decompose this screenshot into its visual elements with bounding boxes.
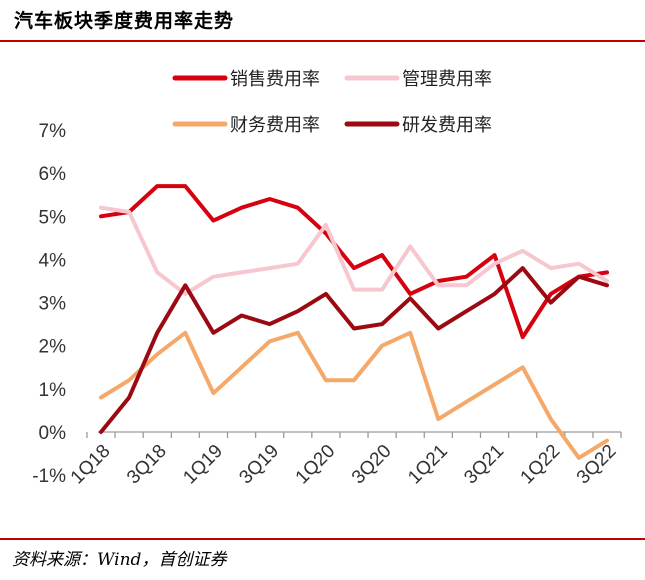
y-tick-label: 0% xyxy=(39,423,67,444)
x-tick-label: 1Q18 xyxy=(67,441,115,489)
series-lines xyxy=(99,184,609,460)
series-line-4 xyxy=(99,266,609,434)
x-tick-label: 1Q22 xyxy=(517,441,565,489)
y-tick-label: 1% xyxy=(39,380,67,401)
y-tick-label: 4% xyxy=(39,250,67,271)
x-tick-label: 1Q20 xyxy=(292,441,340,489)
series-line-3 xyxy=(99,330,609,460)
y-tick-label: 7% xyxy=(39,121,67,142)
x-tick-label: 3Q21 xyxy=(460,441,508,489)
y-tick-label: 3% xyxy=(39,294,67,315)
series-line-1 xyxy=(99,184,609,340)
x-tick-label: 1Q19 xyxy=(179,441,227,489)
y-tick-label: 5% xyxy=(39,207,67,228)
chart-title: 汽车板块季度费用率走势 xyxy=(14,10,235,32)
x-tick-label: 1Q21 xyxy=(404,441,452,489)
x-tick-label: 3Q18 xyxy=(123,441,171,489)
x-tick-label: 3Q20 xyxy=(348,441,396,489)
legend-label: 管理费用率 xyxy=(402,69,492,90)
y-tick-label: 6% xyxy=(39,164,67,185)
legend-label: 销售费用率 xyxy=(230,69,320,90)
title-divider xyxy=(0,40,645,42)
source-divider xyxy=(0,538,645,540)
axes: -1%0%1%2%3%4%5%6%7%1Q18 3Q18 1Q19 3Q19 1Q20 3… xyxy=(32,121,622,489)
chart-area: -1%0%1%2%3%4%5%6%7%1Q18 3Q18 1Q19 3Q19 1Q20 3… xyxy=(32,69,622,489)
legend-label: 研发费用率 xyxy=(402,115,492,136)
y-tick-label: -1% xyxy=(32,466,66,487)
source-note: 资料来源：Wind，首创证券 xyxy=(12,550,227,570)
x-tick-label: 3Q19 xyxy=(235,441,283,489)
y-tick-label: 2% xyxy=(39,337,67,358)
legend-label: 财务费用率 xyxy=(230,115,320,136)
series-line-2 xyxy=(99,205,609,296)
